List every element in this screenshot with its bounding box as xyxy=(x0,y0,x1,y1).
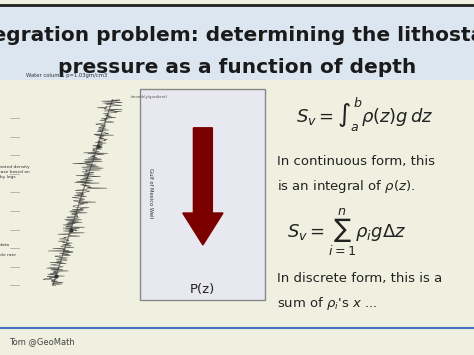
Text: Log data
0.5ft
sample rate: Log data 0.5ft sample rate xyxy=(0,243,16,257)
Text: In discrete form, this is a: In discrete form, this is a xyxy=(277,272,443,285)
Text: pressure as a function of depth: pressure as a function of depth xyxy=(58,58,416,77)
Text: Gulf of Mexico Well: Gulf of Mexico Well xyxy=(148,168,153,218)
Text: Water column, p=1.03gm/cm3: Water column, p=1.03gm/cm3 xyxy=(26,73,107,78)
Bar xyxy=(140,89,265,300)
Text: estimated density
increase based on
nearby logs: estimated density increase based on near… xyxy=(0,165,30,179)
Text: $S_v = \int_a^b \rho(z)g\,dz$: $S_v = \int_a^b \rho(z)g\,dz$ xyxy=(296,96,434,135)
Text: Integration problem: determining the lithostatic: Integration problem: determining the lit… xyxy=(0,26,474,45)
Text: sum of $\rho_i$'s $x$ ...: sum of $\rho_i$'s $x$ ... xyxy=(277,295,378,312)
Text: Tom @GeoMath: Tom @GeoMath xyxy=(9,337,75,346)
Text: In continuous form, this: In continuous form, this xyxy=(277,155,435,168)
Bar xyxy=(0,5,474,80)
Text: is an integral of $\rho(z)$.: is an integral of $\rho(z)$. xyxy=(277,178,416,195)
FancyArrow shape xyxy=(182,128,223,245)
Text: $S_v = \sum_{i=1}^{n} \rho_i g \Delta z$: $S_v = \sum_{i=1}^{n} \rho_i g \Delta z$ xyxy=(287,207,406,258)
Text: (monthly/gradient): (monthly/gradient) xyxy=(130,94,167,99)
Text: P(z): P(z) xyxy=(190,283,216,296)
